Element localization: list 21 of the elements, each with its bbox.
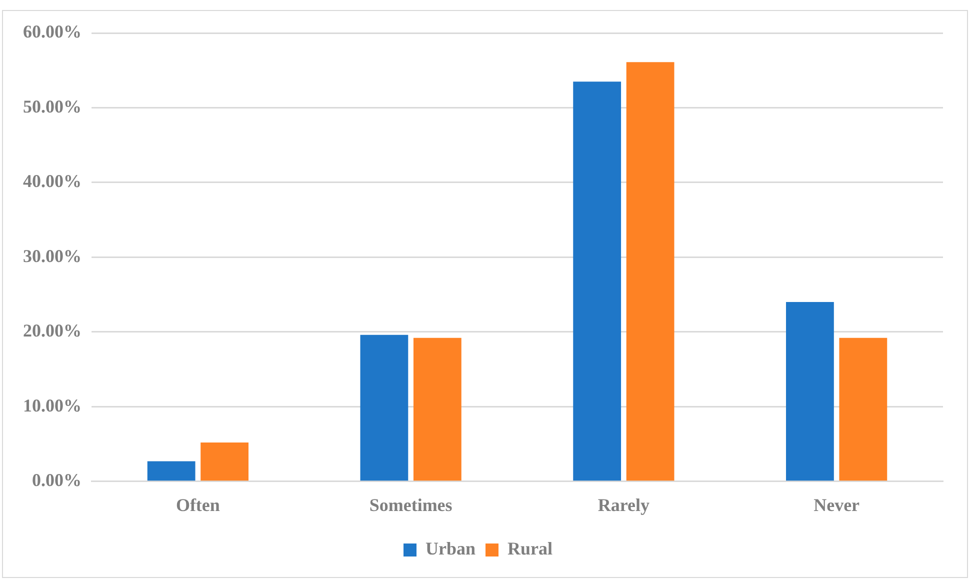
bar (360, 334, 408, 481)
y-tick-label: 60.00% (23, 22, 82, 42)
y-tick-label: 30.00% (23, 246, 82, 266)
bar (413, 338, 462, 481)
y-tick-label: 40.00% (23, 171, 82, 192)
y-tick-label: 20.00% (23, 320, 82, 341)
bar (786, 302, 834, 481)
bar (200, 442, 248, 481)
x-tick-label: Never (814, 494, 860, 515)
legend-label: Urban (425, 538, 476, 559)
bar (839, 338, 888, 481)
x-tick-label: Rarely (598, 494, 650, 515)
bar (573, 82, 622, 481)
y-tick-label: 0.00% (32, 470, 82, 490)
y-tick-label: 50.00% (23, 96, 82, 116)
bar (626, 62, 674, 481)
x-tick-label: Sometimes (369, 494, 452, 515)
x-tick-label: Often (176, 494, 220, 515)
legend-label: Rural (508, 538, 553, 559)
y-tick-label: 10.00% (23, 395, 82, 416)
bar (147, 461, 196, 481)
